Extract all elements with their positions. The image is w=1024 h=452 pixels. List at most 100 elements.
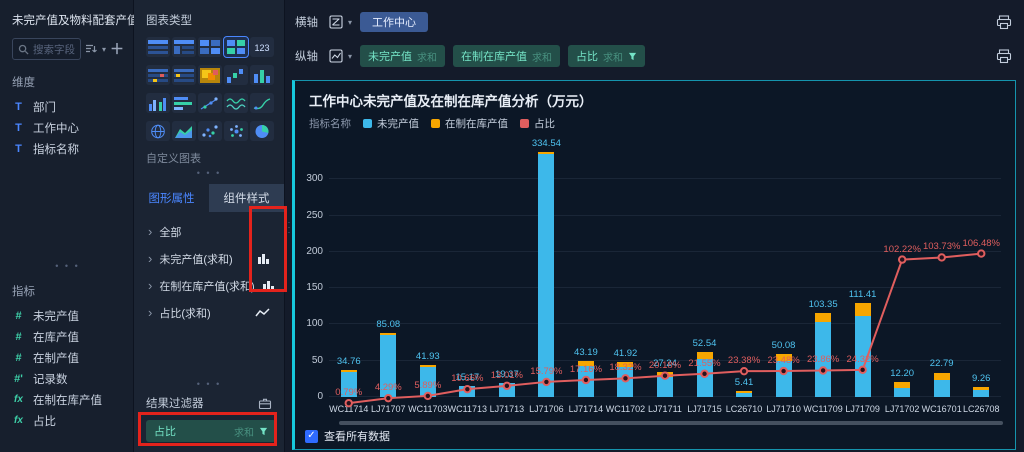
chart-view-card[interactable]: 工作中心未完产值及在制在库产值分析（万元） 指标名称 未完产值 在制在库产值 占比 … [292,80,1016,450]
bar-segment-weiwan[interactable] [854,316,871,397]
dimension-item[interactable]: T 工作中心 [12,117,123,138]
property-row[interactable]: › 全部 [148,224,182,239]
metric-item[interactable]: # 在库产值 [12,326,123,347]
bar-segment-zaizhi[interactable] [617,362,634,367]
chart-type-curve-chart-icon[interactable] [250,93,274,113]
chart-type-horizontal-bar-icon[interactable] [172,93,196,113]
archive-icon[interactable] [258,397,272,410]
bar-WC11714[interactable] [340,369,357,397]
bar-LC26708[interactable] [973,386,990,397]
chart-type-scatter-line-icon[interactable] [198,93,222,113]
bar-series-icon[interactable] [257,253,270,264]
line-point[interactable] [660,371,670,380]
legend-item[interactable]: 占比 [520,116,555,131]
chart-type-heatmap-icon[interactable] [198,65,222,85]
bar-segment-weiwan[interactable] [894,388,911,397]
line-point[interactable] [858,365,867,375]
tab-component-style[interactable]: 组件样式 [209,184,284,212]
panel-drag-handle[interactable]: • • • [196,168,222,178]
filter-pill-zhanbi[interactable]: 占比 求和 [146,420,276,442]
sort-caret-icon[interactable]: ▾ [102,44,107,54]
bar-segment-zaizhi[interactable] [973,386,990,391]
line-point[interactable] [700,369,709,378]
bar-LJ71702[interactable] [894,382,911,397]
sort-fields-icon[interactable] [85,43,98,55]
chart-type-detail-table-icon[interactable] [146,37,170,57]
add-field-icon[interactable]: ＋ [110,41,125,57]
line-point[interactable] [621,374,630,383]
custom-chart-label[interactable]: 自定义图表 [146,153,201,165]
chart-type-number-card-icon[interactable]: 123 [250,37,274,57]
chart-type-globe-map-icon[interactable] [146,121,170,141]
y-axis-pill[interactable]: 未完产值 求和 [360,45,446,67]
y-axis-pill[interactable]: 在制在库产值 求和 [453,45,561,67]
bar-segment-zaizhi[interactable] [933,372,950,381]
chart-type-table-mark-icon[interactable] [172,65,196,85]
line-point[interactable] [463,384,472,394]
bar-segment-zaizhi[interactable] [577,361,594,366]
funnel-icon[interactable] [259,427,268,436]
legend-item[interactable]: 在制在库产值 [431,116,508,131]
bar-WC11703[interactable] [419,364,436,397]
chart-type-column-chart-icon[interactable] [146,93,170,113]
filter-drag-handle[interactable]: • • • [196,379,222,389]
dimension-item[interactable]: T 指标名称 [12,138,123,159]
bar-segment-weiwan[interactable] [933,380,950,397]
search-input[interactable]: 搜索字段 [12,38,81,60]
line-point[interactable] [423,391,433,401]
metric-item[interactable]: fx 在制在库产值 [12,389,123,410]
property-row[interactable]: › 未完产值(求和) [134,245,284,272]
line-point[interactable] [542,377,551,387]
chart-type-area-waves-icon[interactable] [224,93,248,113]
bar-segment-weiwan[interactable] [736,393,753,397]
bar-WC11709[interactable] [815,313,832,397]
x-axis-type-icon[interactable]: ▾ [329,14,352,30]
y-axis-pill[interactable]: 占比 求和 [568,45,646,67]
x-axis-pill[interactable]: 工作中心 [360,12,429,32]
line-series-icon[interactable] [255,307,270,318]
bar-segment-weiwan[interactable] [419,366,436,397]
chart-type-scatter-chart-icon[interactable] [198,121,222,141]
chart-type-area-chart-icon[interactable] [172,121,196,141]
y-axis-type-icon[interactable]: ▾ [329,48,352,64]
bar-segment-zaizhi[interactable] [815,313,832,322]
bar-segment-zaizhi[interactable] [538,152,555,155]
funnel-icon[interactable] [628,52,637,61]
tab-graph-properties[interactable]: 图形属性 [134,184,209,212]
metric-item[interactable]: #' 记录数 [12,368,123,389]
sidebar-drag-handle[interactable]: • • • [55,261,80,271]
bar-series-icon[interactable] [262,280,275,291]
view-all-checkbox[interactable]: ✓ [305,429,318,443]
property-row[interactable]: › 占比(求和) [134,299,284,326]
bar-WC16701[interactable] [933,372,950,397]
line-point[interactable] [818,366,828,375]
bar-segment-weiwan[interactable] [538,154,555,397]
line-point[interactable] [344,398,353,408]
bar-segment-weiwan[interactable] [657,377,673,397]
bar-segment-weiwan[interactable] [340,371,357,397]
bar-segment-weiwan[interactable] [973,390,990,397]
metric-item[interactable]: fx 占比 [12,410,123,431]
bar-segment-weiwan[interactable] [380,335,397,397]
metric-item[interactable]: # 在制产值 [12,347,123,368]
chart-type-pie-chart-icon[interactable] [250,121,274,141]
bar-segment-zaizhi[interactable] [775,354,792,361]
line-point[interactable] [977,249,986,258]
horizontal-scrollbar[interactable] [339,421,1003,425]
bar-segment-zaizhi[interactable] [419,364,436,367]
line-point[interactable] [739,366,749,376]
legend-item[interactable]: 未完产值 [363,116,419,131]
line-point[interactable] [502,381,512,391]
chart-type-cross-table-icon[interactable] [198,37,222,57]
chart-type-pivot-table-icon[interactable] [172,37,196,57]
property-row[interactable]: › 在制在库产值(求和) [134,272,284,299]
line-point[interactable] [897,255,907,264]
chart-type-table-compare-icon[interactable] [146,65,170,85]
metric-item[interactable]: # 未完产值 [12,305,123,326]
printer-icon[interactable] [996,15,1012,33]
bar-LJ71709[interactable] [854,303,871,397]
line-point[interactable] [384,393,393,403]
bar-segment-zaizhi[interactable] [340,369,357,372]
bar-segment-zaizhi[interactable] [894,382,911,389]
chart-type-bar-chart-icon[interactable] [250,65,274,85]
